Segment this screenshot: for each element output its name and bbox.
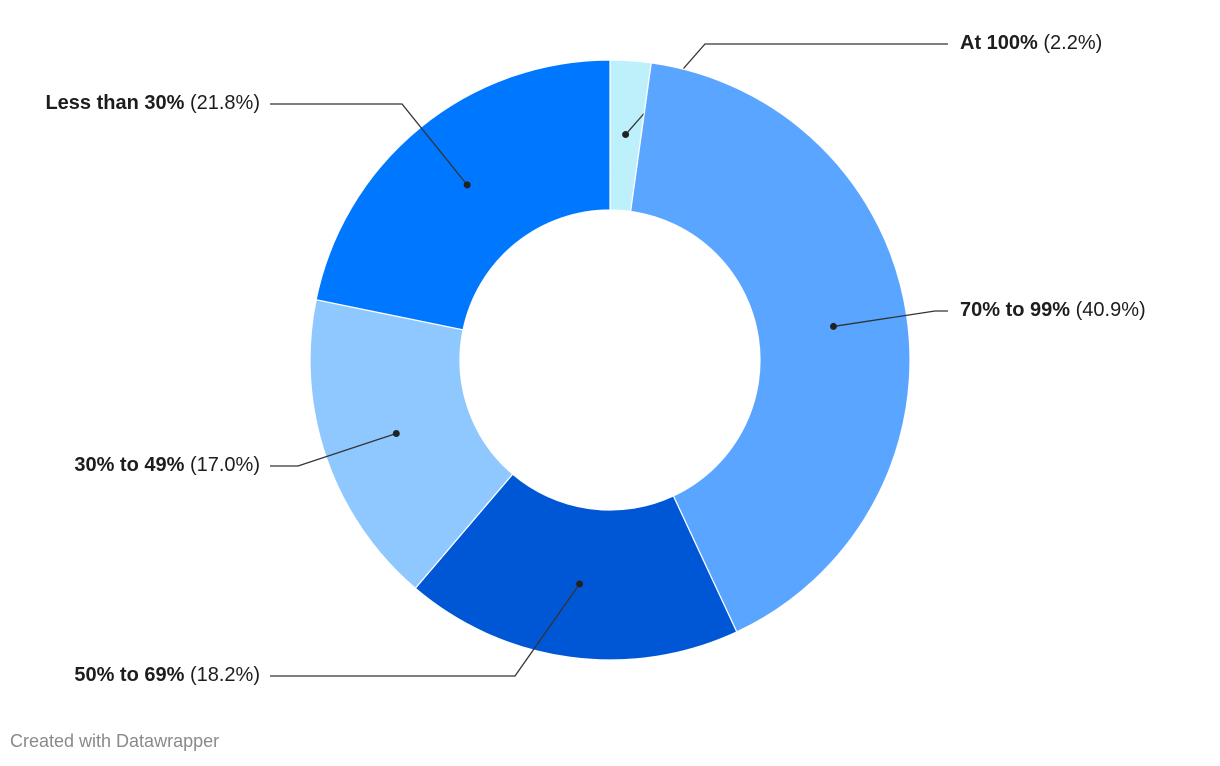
donut-slice [629, 62, 911, 633]
leader-dot [829, 322, 837, 330]
category-label: At 100% [960, 32, 1038, 54]
leader-dot [622, 131, 630, 139]
category-label: Less than 30% [45, 92, 184, 114]
credit: Created with Datawrapper [10, 731, 219, 751]
value-label: (2.2%) [1043, 32, 1102, 54]
leader-dot [392, 429, 400, 437]
donut-slice [309, 298, 514, 590]
category-label: 30% to 49% [74, 454, 184, 476]
slice-label: At 100% (2.2%) [960, 32, 1102, 54]
leader-dot [576, 580, 584, 588]
donut-slice [315, 59, 611, 331]
leader-line [270, 103, 468, 186]
leader-dot [463, 181, 471, 189]
leader-line [833, 310, 948, 328]
value-label: (21.8%) [190, 92, 260, 114]
leader-line [270, 432, 397, 467]
value-label: (40.9%) [1076, 299, 1146, 321]
slice-label: 30% to 49% (17.0%) [74, 454, 260, 476]
donut-slice [414, 473, 738, 661]
category-label: 70% to 99% [960, 299, 1070, 321]
category-label: 50% to 69% [74, 664, 184, 686]
slice-label: 50% to 69% (18.2%) [74, 664, 260, 686]
value-label: (17.0%) [190, 454, 260, 476]
slice-label: 70% to 99% (40.9%) [960, 299, 1146, 321]
value-label: (18.2%) [190, 664, 260, 686]
leader-line [270, 583, 581, 677]
slice-label: Less than 30% (21.8%) [45, 92, 260, 114]
